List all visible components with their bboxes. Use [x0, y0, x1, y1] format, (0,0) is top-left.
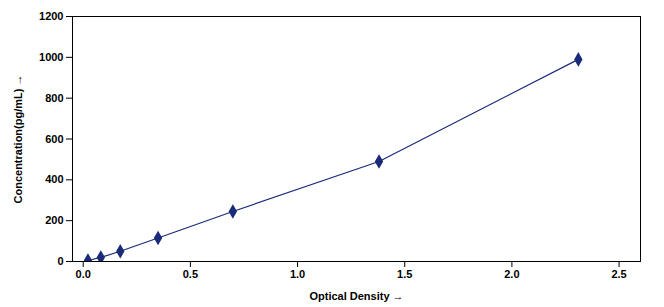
svg-text:0.0: 0.0 — [76, 268, 91, 280]
svg-text:2.0: 2.0 — [504, 268, 519, 280]
svg-text:0.5: 0.5 — [183, 268, 198, 280]
svg-text:600: 600 — [45, 133, 63, 145]
svg-text:2.5: 2.5 — [611, 268, 626, 280]
svg-text:1.5: 1.5 — [397, 268, 412, 280]
svg-text:1.0: 1.0 — [290, 268, 305, 280]
svg-text:400: 400 — [45, 173, 63, 185]
svg-text:200: 200 — [45, 214, 63, 226]
svg-text:1200: 1200 — [39, 10, 63, 22]
svg-text:800: 800 — [45, 92, 63, 104]
svg-text:0: 0 — [57, 255, 63, 267]
svg-text:Optical Density →: Optical Density → — [309, 290, 403, 302]
svg-text:1000: 1000 — [39, 51, 63, 63]
svg-text:Concentration(pg/mL) →: Concentration(pg/mL) → — [12, 75, 24, 204]
